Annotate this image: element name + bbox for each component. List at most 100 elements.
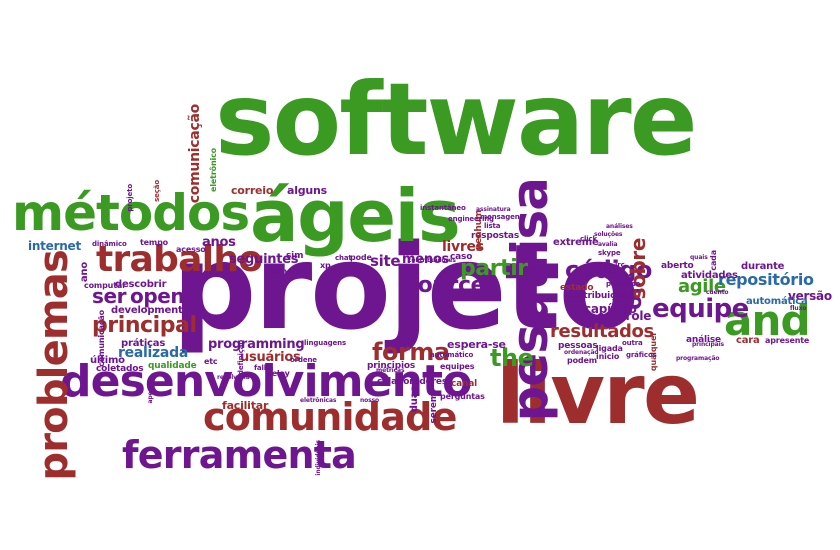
word-automatica: automática — [746, 296, 808, 307]
word-codigo: código — [565, 256, 652, 284]
word-espera-se: espera-se — [447, 338, 506, 351]
word-equipes: equipes — [440, 362, 475, 371]
word-comunicacao-small: comunicação — [97, 310, 106, 367]
word-apenas: apenas — [147, 380, 154, 404]
word-desenvolvimento: desenvolvimento — [60, 356, 472, 407]
word-software: software — [215, 61, 698, 178]
word-alguns: alguns — [287, 184, 327, 197]
word-resolveria: resolveria — [217, 374, 250, 381]
word-individuais: individuais — [315, 440, 322, 476]
word-processo: processo — [606, 280, 641, 288]
word-comunicacao: comunicação — [187, 104, 203, 204]
word-duas: duas — [409, 386, 420, 413]
word-seguintes: seguintes — [229, 252, 299, 267]
word-problemas: problemas — [31, 250, 77, 481]
word-apresente: apresente — [765, 336, 810, 345]
word-irc: irc — [615, 261, 625, 269]
word-pode: pode — [350, 253, 372, 262]
word-lista: lista — [484, 222, 501, 230]
word-skype: skype — [598, 249, 621, 257]
word-serem: serem — [429, 393, 439, 424]
word-colaboradores: colaboradores — [377, 377, 447, 387]
word-programming: programming — [208, 337, 305, 352]
word-automatico: automático — [430, 351, 474, 359]
word-repositorio: repositório — [718, 270, 814, 289]
word-assinatura: assinatura — [476, 206, 511, 213]
word-source: source — [405, 273, 486, 298]
word-cada: cada — [709, 250, 718, 271]
word-ageis: ágeis — [250, 174, 461, 258]
word-site: site — [370, 252, 401, 270]
word-principal: principal — [92, 313, 197, 338]
word-internet: internet — [28, 239, 81, 253]
word-usuarios: usuários — [240, 350, 301, 365]
word-inicio: inicio — [596, 352, 620, 361]
word-eletronico: eletrônico — [209, 148, 218, 192]
word-etc: etc — [204, 357, 218, 366]
word-projeto-small: projeto — [126, 184, 134, 212]
word-and: and — [724, 296, 811, 345]
word-controle: controle — [597, 309, 652, 323]
word-equipe: equipe — [652, 294, 749, 324]
word-cara: cara — [736, 335, 760, 346]
word-partir: partir — [460, 256, 528, 281]
word-solucoes: soluções — [594, 231, 623, 238]
word-relay: relay — [268, 369, 290, 378]
word-perguntas: perguntas — [440, 392, 485, 401]
word-metodos: métodos — [12, 184, 250, 242]
word-atividades: atividades — [681, 270, 738, 281]
word-capitulo: capítulo — [584, 302, 637, 316]
word-qualidade: qualidade — [148, 361, 197, 371]
word-versao: versão — [788, 289, 832, 303]
word-praticas: práticas — [121, 338, 166, 349]
word-realizada: realizada — [118, 345, 188, 361]
word-dinamico: dinâmico — [92, 240, 127, 248]
word-analise: análise — [686, 335, 721, 345]
word-ordenacao: ordenação — [564, 349, 599, 356]
word-canal: canal — [451, 379, 478, 389]
word-durante: durante — [741, 261, 785, 272]
word-development: development — [111, 305, 183, 316]
word-facilitar: facilitar — [222, 399, 269, 412]
word-forma: forma — [372, 338, 450, 366]
word-livre: livre — [496, 345, 700, 443]
word-estado: estado — [560, 283, 594, 293]
word-pessoas: pessoas — [558, 341, 598, 351]
word-principios: principios — [367, 361, 416, 371]
word-contribuidores: contribuidores — [408, 257, 456, 264]
word-analises: análises — [606, 223, 633, 230]
word-engineering: engineering — [448, 215, 494, 223]
word-coletados: coletados — [96, 364, 144, 374]
word-cuento: cuento — [706, 289, 729, 296]
word-computar: computar — [84, 281, 126, 290]
word-respostas: respostas — [471, 231, 519, 241]
word-report: report — [398, 265, 419, 272]
word-extreme: extreme — [553, 237, 599, 248]
word-graficos: gráficos — [626, 351, 657, 359]
word-agile: agile — [678, 276, 726, 297]
word-projeto: projeto — [172, 218, 640, 356]
word-linguagens: linguagens — [304, 339, 347, 347]
word-nosso: nosso — [360, 397, 380, 404]
word-tempo: tempo — [140, 238, 169, 247]
word-ordene: ordene — [290, 356, 317, 364]
word-programacao: programação — [676, 355, 720, 362]
word-contribuicoes: contribuições — [566, 291, 633, 301]
word-secao: seção — [153, 180, 161, 202]
word-outra: outra — [622, 339, 643, 347]
word-mensagens: mensagens — [480, 213, 524, 221]
word-ser: ser — [92, 284, 127, 308]
word-resultados: resultados — [550, 321, 654, 342]
word-eletronicas: eletrônicas — [300, 397, 337, 404]
word-trabalho: trabalho — [96, 239, 263, 280]
word-ano: ano — [79, 262, 90, 283]
word-metricas: métricas — [376, 367, 405, 374]
word-caso: caso — [450, 252, 473, 262]
word-quais: quais — [690, 254, 708, 261]
word-acesso: acesso — [176, 245, 206, 254]
word-falha: falha — [254, 364, 274, 372]
word-xp: xp — [320, 261, 331, 270]
word-descobrir: descobrir — [115, 279, 167, 290]
word-menos: menos — [402, 252, 449, 267]
